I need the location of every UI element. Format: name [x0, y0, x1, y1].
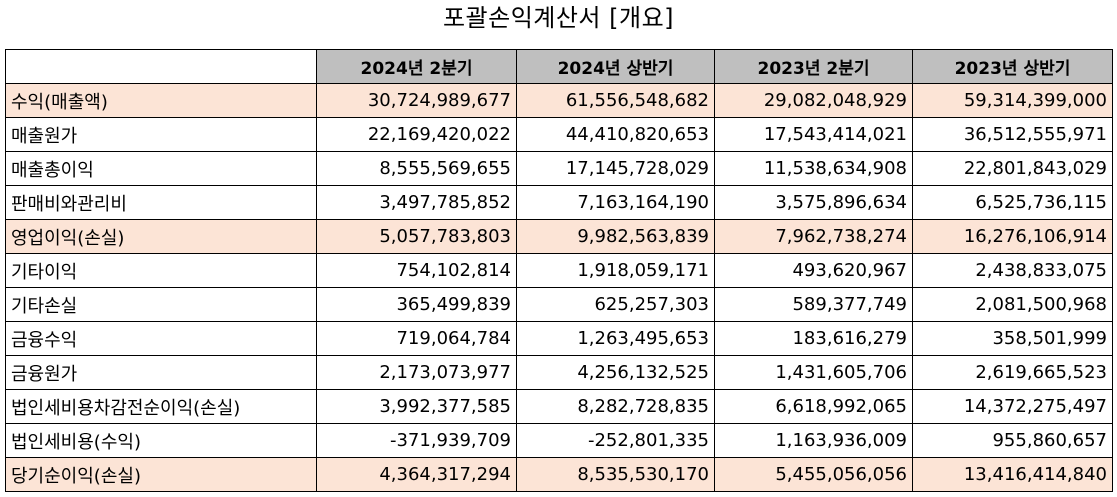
- income-statement-table: 2024년 2분기 2024년 상반기 2023년 2분기 2023년 상반기 …: [5, 49, 1113, 492]
- value-cell: 1,263,495,653: [516, 321, 715, 356]
- row-label: 법인세비용(수익): [5, 423, 317, 458]
- table-row: 매출원가 22,169,420,022 44,410,820,653 17,543,4…: [5, 117, 1113, 152]
- row-label: 수익(매출액): [5, 83, 317, 118]
- value-cell: 625,257,303: [516, 287, 715, 322]
- value-cell: 22,801,843,029: [912, 151, 1113, 186]
- value-cell: 2,081,500,968: [912, 287, 1113, 322]
- value-cell: -252,801,335: [516, 423, 715, 458]
- value-cell: 5,455,056,056: [714, 457, 913, 492]
- value-cell: 6,618,992,065: [714, 389, 913, 424]
- value-cell: 955,860,657: [912, 423, 1113, 458]
- value-cell: 2,619,665,523: [912, 355, 1113, 390]
- value-cell: 22,169,420,022: [316, 117, 517, 152]
- row-label: 법인세비용차감전순이익(손실): [5, 389, 317, 424]
- value-cell: 59,314,399,000: [912, 83, 1113, 118]
- value-cell: 183,616,279: [714, 321, 913, 356]
- value-cell: 2,173,073,977: [316, 355, 517, 390]
- value-cell: 7,962,738,274: [714, 219, 913, 254]
- value-cell: 3,575,896,634: [714, 185, 913, 220]
- value-cell: 754,102,814: [316, 253, 517, 288]
- page-title: 포괄손익계산서 [개요]: [442, 4, 675, 32]
- value-cell: 1,431,605,706: [714, 355, 913, 390]
- row-label: 당기순이익(손실): [5, 457, 317, 492]
- column-header: 2023년 2분기: [714, 49, 913, 84]
- value-cell: 719,064,784: [316, 321, 517, 356]
- value-cell: 589,377,749: [714, 287, 913, 322]
- value-cell: 17,543,414,021: [714, 117, 913, 152]
- value-cell: 6,525,736,115: [912, 185, 1113, 220]
- column-header: 2023년 상반기: [912, 49, 1113, 84]
- row-label: 기타이익: [5, 253, 317, 288]
- value-cell: 4,256,132,525: [516, 355, 715, 390]
- table-row: 판매비와관리비 3,497,785,852 7,163,164,190 3,575,8…: [5, 185, 1113, 220]
- header-corner-cell: [5, 49, 317, 84]
- table-row: 기타손실 365,499,839 625,257,303 589,377,749 2,0…: [5, 287, 1113, 322]
- table-row: 매출총이익 8,555,569,655 17,145,728,029 11,538,6…: [5, 151, 1113, 186]
- value-cell: 61,556,548,682: [516, 83, 715, 118]
- row-label: 매출원가: [5, 117, 317, 152]
- value-cell: -371,939,709: [316, 423, 517, 458]
- value-cell: 30,724,989,677: [316, 83, 517, 118]
- value-cell: 8,555,569,655: [316, 151, 517, 186]
- value-cell: 1,163,936,009: [714, 423, 913, 458]
- value-cell: 358,501,999: [912, 321, 1113, 356]
- table-row: 수익(매출액) 30,724,989,677 61,556,548,682 29,08…: [5, 83, 1113, 118]
- column-header: 2024년 2분기: [316, 49, 517, 84]
- header-row: 2024년 2분기 2024년 상반기 2023년 2분기 2023년 상반기: [5, 49, 1113, 84]
- value-cell: 8,282,728,835: [516, 389, 715, 424]
- value-cell: 4,364,317,294: [316, 457, 517, 492]
- row-label: 매출총이익: [5, 151, 317, 186]
- column-header: 2024년 상반기: [516, 49, 715, 84]
- value-cell: 13,416,414,840: [912, 457, 1113, 492]
- row-label: 판매비와관리비: [5, 185, 317, 220]
- value-cell: 11,538,634,908: [714, 151, 913, 186]
- value-cell: 3,497,785,852: [316, 185, 517, 220]
- table-row: 기타이익 754,102,814 1,918,059,171 493,620,967 2…: [5, 253, 1113, 288]
- value-cell: 7,163,164,190: [516, 185, 715, 220]
- value-cell: 493,620,967: [714, 253, 913, 288]
- value-cell: 365,499,839: [316, 287, 517, 322]
- row-label: 영업이익(손실): [5, 219, 317, 254]
- value-cell: 16,276,106,914: [912, 219, 1113, 254]
- value-cell: 9,982,563,839: [516, 219, 715, 254]
- value-cell: 17,145,728,029: [516, 151, 715, 186]
- value-cell: 14,372,275,497: [912, 389, 1113, 424]
- value-cell: 3,992,377,585: [316, 389, 517, 424]
- value-cell: 36,512,555,971: [912, 117, 1113, 152]
- table-row: 금융원가 2,173,073,977 4,256,132,525 1,431,605,…: [5, 355, 1113, 390]
- table-row: 영업이익(손실) 5,057,783,803 9,982,563,839 7,962,…: [5, 219, 1113, 254]
- value-cell: 1,918,059,171: [516, 253, 715, 288]
- value-cell: 8,535,530,170: [516, 457, 715, 492]
- row-label: 금융수익: [5, 321, 317, 356]
- table-row: 법인세비용(수익) -371,939,709 -252,801,335 1,163,9…: [5, 423, 1113, 458]
- row-label: 기타손실: [5, 287, 317, 322]
- value-cell: 2,438,833,075: [912, 253, 1113, 288]
- value-cell: 5,057,783,803: [316, 219, 517, 254]
- value-cell: 44,410,820,653: [516, 117, 715, 152]
- table-row: 금융수익 719,064,784 1,263,495,653 183,616,279 3…: [5, 321, 1113, 356]
- table-row: 법인세비용차감전순이익(손실) 3,992,377,585 8,282,728,83…: [5, 389, 1113, 424]
- row-label: 금융원가: [5, 355, 317, 390]
- value-cell: 29,082,048,929: [714, 83, 913, 118]
- table-row: 당기순이익(손실) 4,364,317,294 8,535,530,170 5,455…: [5, 457, 1113, 492]
